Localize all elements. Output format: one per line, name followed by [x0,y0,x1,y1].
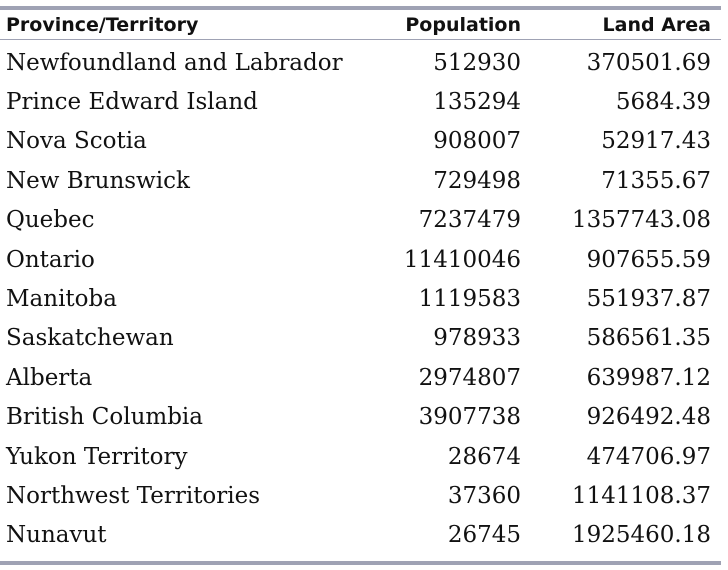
cell-land-area: 1925460.18 [571,522,711,549]
table-body: Newfoundland and Labrador 512930 370501.… [0,40,721,555]
cell-population: 7237479 [418,207,521,234]
cell-population: 28674 [447,443,521,470]
cell-land-area: 52917.43 [601,128,711,155]
cell-population: 512930 [433,49,521,76]
cell-name: Saskatchewan [6,325,174,352]
cell-population: 11410046 [403,246,521,273]
table-header-rule [0,39,721,40]
cell-land-area: 474706.97 [586,443,711,470]
cell-name: Newfoundland and Labrador [6,49,343,76]
cell-name: Yukon Territory [6,443,188,470]
cell-population: 978933 [433,325,521,352]
table-row: Quebec 7237479 1357743.08 [0,201,721,240]
cell-population: 1119583 [418,286,521,313]
cell-land-area: 639987.12 [586,364,711,391]
table-row: Manitoba 1119583 551937.87 [0,279,721,318]
cell-population: 729498 [433,167,521,194]
cell-land-area: 926492.48 [586,404,711,431]
cell-name: Quebec [6,207,95,234]
cell-name: Prince Edward Island [6,89,258,116]
cell-name: Nunavut [6,522,107,549]
table-row: New Brunswick 729498 71355.67 [0,161,721,200]
table-row: Prince Edward Island 135294 5684.39 [0,82,721,121]
cell-name: New Brunswick [6,167,190,194]
table-row: Ontario 11410046 907655.59 [0,240,721,279]
table-row: Newfoundland and Labrador 512930 370501.… [0,40,721,82]
cell-name: Ontario [6,246,95,273]
cell-land-area: 586561.35 [586,325,711,352]
table-bottom-rule [0,561,721,566]
data-table-container: Province/Territory Population Land Area … [0,6,721,566]
cell-land-area: 1141108.37 [571,482,711,509]
cell-name: Alberta [6,364,93,391]
table-row: Nunavut 26745 1925460.18 [0,516,721,555]
cell-population: 135294 [433,89,521,116]
table-top-rule [0,6,721,10]
table-row: Nova Scotia 908007 52917.43 [0,122,721,161]
cell-land-area: 907655.59 [586,246,711,273]
table-row: British Columbia 3907738 926492.48 [0,398,721,437]
cell-land-area: 551937.87 [586,286,711,313]
header-row: Province/Territory Population Land Area [0,10,721,39]
cell-name: British Columbia [6,404,203,431]
table-row: Yukon Territory 28674 474706.97 [0,437,721,476]
province-table: Province/Territory Population Land Area [0,10,721,39]
cell-population: 37360 [447,482,521,509]
cell-name: Nova Scotia [6,128,147,155]
cell-name: Northwest Territories [6,482,261,509]
province-table-body: Newfoundland and Labrador 512930 370501.… [0,40,721,555]
header-population: Population [405,13,521,36]
header-land-area: Land Area [602,13,711,36]
table-header: Province/Territory Population Land Area [0,10,721,39]
cell-population: 3907738 [418,404,521,431]
cell-population: 2974807 [418,364,521,391]
cell-population: 908007 [433,128,521,155]
table-row: Saskatchewan 978933 586561.35 [0,319,721,358]
cell-land-area: 1357743.08 [571,207,711,234]
header-province-territory: Province/Territory [6,13,199,36]
cell-land-area: 71355.67 [601,167,711,194]
cell-land-area: 5684.39 [615,89,711,116]
cell-land-area: 370501.69 [586,49,711,76]
table-row: Northwest Territories 37360 1141108.37 [0,476,721,515]
cell-population: 26745 [447,522,521,549]
cell-name: Manitoba [6,286,117,313]
table-row: Alberta 2974807 639987.12 [0,358,721,397]
